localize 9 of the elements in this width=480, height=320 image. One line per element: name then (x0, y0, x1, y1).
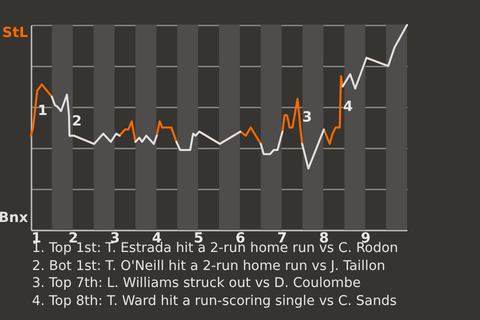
text: 2. Bot 1st: T. O'Neill hit a 2-run home run vs J. Taillon (32, 258, 386, 275)
annotation: 3 (302, 109, 312, 126)
annotation: 4 (343, 99, 354, 115)
annotation: 1 (38, 103, 48, 120)
annotation: 2 (72, 113, 82, 130)
text: Bnx (0, 210, 28, 226)
text: 4. Top 8th: T. Ward hit a run-scoring single vs C. Sands (32, 292, 398, 310)
text: StL (2, 25, 28, 41)
text: 3. Top 7th: L. Williams struck out vs D. Coulombe (32, 275, 362, 292)
